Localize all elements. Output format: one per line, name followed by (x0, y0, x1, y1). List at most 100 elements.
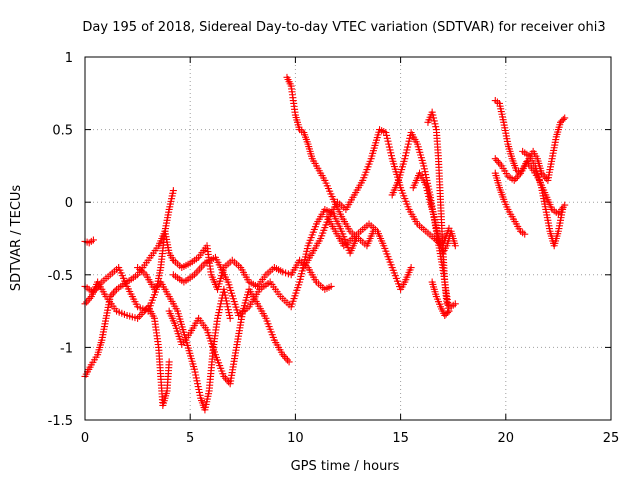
data-point (217, 300, 225, 308)
data-point (215, 309, 223, 317)
data-point (84, 296, 92, 304)
data-point (559, 205, 567, 213)
data-markers (81, 73, 569, 414)
data-point (193, 377, 201, 385)
data-point (195, 386, 203, 394)
data-point (561, 201, 569, 209)
data-point (429, 111, 437, 119)
data-point (196, 391, 204, 399)
data-point (214, 311, 222, 319)
data-point (420, 165, 428, 173)
data-point (222, 294, 230, 302)
data-point (327, 282, 335, 290)
data-point (220, 285, 228, 293)
data-point (111, 287, 119, 295)
data-point (403, 146, 411, 154)
data-point (192, 371, 200, 379)
data-point (282, 354, 290, 362)
data-point (222, 297, 230, 305)
y-tick-label: 1 (65, 51, 73, 66)
data-point (385, 140, 393, 148)
data-point (512, 175, 520, 183)
data-point (109, 289, 117, 297)
data-point (384, 137, 392, 145)
y-tick-label: -1 (60, 341, 73, 356)
x-axis-label: GPS time / hours (291, 459, 400, 474)
data-point (215, 306, 223, 314)
data-point (221, 291, 229, 299)
data-point (402, 152, 410, 160)
x-tick-label: 25 (603, 431, 620, 446)
data-point (451, 300, 459, 308)
x-tick-label: 10 (287, 431, 304, 446)
data-point (190, 365, 198, 373)
data-point (224, 306, 232, 314)
x-tick-label: 5 (186, 431, 194, 446)
data-point (424, 179, 432, 187)
data-point (493, 156, 501, 164)
data-point (494, 158, 502, 166)
data-point (432, 123, 440, 131)
data-point (383, 134, 391, 142)
y-axis-label: SDTVAR / TECUs (9, 185, 24, 292)
data-point (226, 311, 234, 319)
data-point (194, 380, 202, 388)
data-point (191, 368, 199, 376)
data-point (154, 282, 162, 290)
x-tick-label: 0 (81, 431, 89, 446)
data-point (387, 149, 395, 157)
data-point (496, 160, 504, 168)
data-point (430, 117, 438, 125)
data-point (387, 152, 395, 160)
data-point (420, 162, 428, 170)
data-point (169, 187, 177, 195)
data-point (216, 303, 224, 311)
data-point (165, 358, 173, 366)
y-tick-label: -0.5 (48, 269, 73, 284)
data-point (195, 388, 203, 396)
data-point (445, 307, 453, 315)
data-point (423, 184, 431, 192)
data-point (220, 288, 228, 296)
data-point (223, 300, 231, 308)
data-point (383, 131, 391, 139)
data-point (284, 356, 292, 364)
data-point (421, 168, 429, 176)
data-point (423, 187, 431, 195)
data-point (214, 314, 222, 322)
data-point (451, 242, 459, 250)
y-tick-label: 0 (65, 196, 73, 211)
data-point (431, 120, 439, 128)
y-tick-label: -1.5 (48, 414, 73, 429)
data-point (285, 358, 293, 366)
data-point (402, 149, 410, 157)
data-point (404, 140, 412, 148)
data-point (444, 309, 452, 317)
data-point (422, 181, 430, 189)
chart-title: Day 195 of 2018, Sidereal Day-to-day VTE… (82, 20, 605, 35)
data-point (382, 129, 390, 137)
y-tick-label: 0.5 (52, 124, 73, 139)
data-point (83, 298, 91, 306)
data-point (425, 192, 433, 200)
data-point (386, 146, 394, 154)
x-tick-label: 15 (392, 431, 409, 446)
plot-frame (84, 56, 612, 421)
data-point (424, 189, 432, 197)
axis-ticks: 0 5 10 15 20 25 -1.5 -1 -0.5 0 0.5 1 (48, 51, 620, 446)
data-point (425, 195, 433, 203)
data-point (428, 108, 436, 116)
data-point (194, 383, 202, 391)
x-tick-label: 20 (498, 431, 515, 446)
data-point (561, 114, 569, 122)
data-point (401, 155, 409, 163)
data-point (430, 114, 438, 122)
data-point (226, 314, 234, 322)
data-point (224, 303, 232, 311)
data-point (385, 143, 393, 151)
data-point (407, 264, 415, 272)
data-point (89, 236, 97, 244)
data-point (192, 374, 200, 382)
data-point (559, 115, 567, 123)
